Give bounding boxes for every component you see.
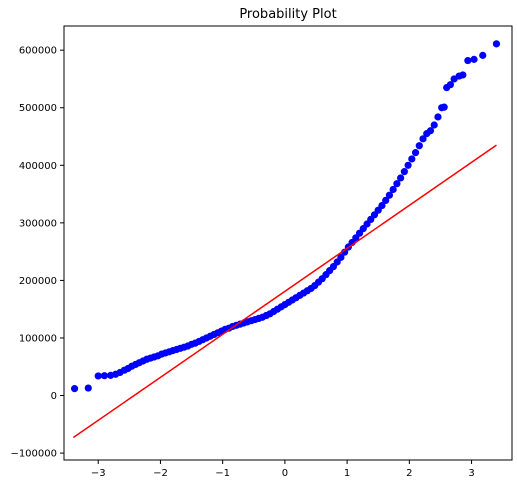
data-point	[84, 384, 92, 392]
data-point	[492, 40, 501, 48]
y-tick-label: 200000	[19, 276, 57, 287]
data-point	[459, 71, 467, 79]
data-point	[382, 196, 390, 205]
x-tick-label: 2	[406, 468, 412, 479]
data-point	[408, 155, 416, 163]
axes: −3 −2 −1 0 1 2 3 −100000 0 100000 200000 300000 4000…	[10, 25, 513, 479]
data-point	[404, 161, 412, 169]
chart-title: Probability Plot	[239, 7, 336, 22]
data-point	[400, 168, 408, 176]
fit-line	[72, 144, 497, 439]
data-point	[337, 253, 345, 261]
y-tick-label: 600000	[19, 46, 57, 57]
data-point	[426, 127, 435, 135]
data-point	[464, 56, 472, 65]
x-tick-label: −2	[153, 468, 168, 479]
y-tick-label: 0	[51, 391, 57, 402]
data-point	[470, 55, 478, 63]
data-point	[378, 201, 386, 210]
data-point	[411, 149, 420, 157]
data-point	[415, 142, 423, 150]
y-tick-label: 300000	[19, 218, 57, 229]
data-point	[70, 385, 79, 393]
x-tick-label: 1	[344, 468, 350, 479]
data-point	[397, 174, 405, 182]
data-point	[440, 103, 448, 111]
plot-frame	[63, 25, 513, 461]
data-point	[479, 51, 487, 59]
data-point	[100, 372, 109, 380]
data-point	[430, 121, 438, 129]
x-tick-label: 0	[282, 468, 288, 479]
x-tick-label: −1	[215, 468, 230, 479]
data-point	[385, 191, 394, 199]
plot-area	[70, 40, 501, 439]
data-point	[434, 113, 442, 121]
data-point	[393, 180, 401, 188]
y-tick-label: 400000	[19, 161, 57, 172]
data-point	[94, 372, 102, 380]
x-tick-label: −3	[91, 468, 106, 479]
y-tick-label: 500000	[19, 103, 57, 114]
y-tick-label: −100000	[10, 449, 57, 460]
data-point	[389, 185, 397, 194]
data-point	[419, 135, 427, 143]
y-tick-label: 100000	[19, 333, 57, 344]
x-tick-label: 3	[468, 468, 474, 479]
data-point	[446, 81, 454, 89]
